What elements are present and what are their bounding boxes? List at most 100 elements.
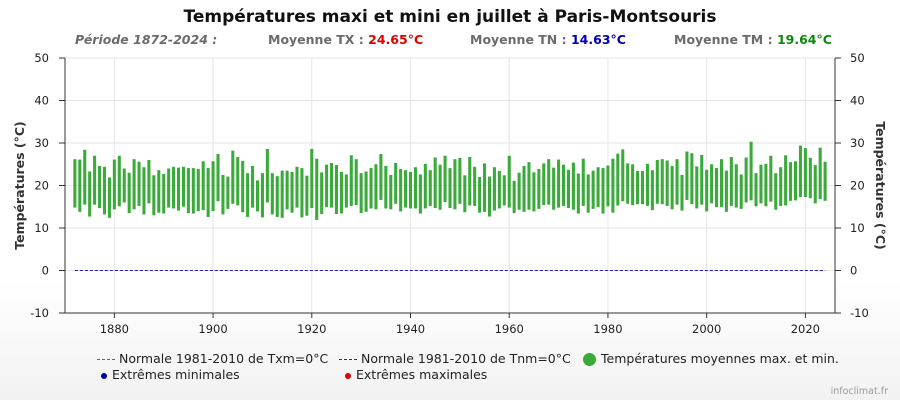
range-bar [655,160,659,204]
red-dot-icon [345,372,351,379]
range-bar [769,155,773,202]
range-bar [487,176,492,217]
range-bar [749,141,753,201]
range-bar [719,159,724,208]
range-bar [650,170,654,211]
x-tick-label: 1920 [297,322,326,336]
range-bar [537,168,541,209]
range-bar [330,162,334,208]
range-bar [512,180,516,214]
range-bar [152,175,156,216]
range-bar [473,166,477,206]
legend-extreme-max-label: Extrêmes maximales [356,367,488,382]
range-bar [596,167,600,208]
range-bar [206,168,210,217]
range-bar [107,177,111,218]
range-bar [334,165,339,214]
range-bar [265,148,269,203]
mean-tx-value: 24.65°C [368,32,424,47]
range-bar [191,168,195,214]
range-bar [221,174,225,215]
range-bar [83,149,87,205]
y-tick-label-right: 30 [850,136,865,150]
range-bar [394,162,398,204]
range-bar [808,157,812,199]
range-bar [478,177,482,213]
range-bar [325,164,329,208]
range-bar [127,172,131,214]
range-bar [344,174,348,208]
range-bar [112,159,116,210]
range-bar [492,167,496,211]
range-bar [364,171,368,212]
y-tick-label-left: 50 [34,51,49,65]
range-bar [557,159,561,208]
range-bar [201,161,205,211]
mean-tm-label: Moyenne TM : [674,32,777,47]
x-tick-label: 1880 [100,322,129,336]
range-bar [448,168,452,209]
y-tick-label-right: 0 [850,264,857,278]
green-dot-icon [583,353,596,366]
range-bar [458,157,462,204]
y-tick-label-left: 40 [34,94,49,108]
y-tick-label-left: 0 [42,264,49,278]
range-bar [453,159,457,210]
range-bar [211,161,215,211]
range-bar [645,163,649,206]
range-bar [320,172,324,214]
range-bar [621,149,625,202]
y-tick-label-left: 30 [34,136,49,150]
range-bar [744,157,748,203]
range-bar [636,171,640,205]
range-bar [789,162,793,201]
range-bar [616,153,620,206]
range-bar [176,167,181,211]
range-bar [162,174,166,214]
range-bar [734,164,738,208]
range-bar [793,161,798,201]
range-bar [251,165,255,208]
range-bar [408,171,413,209]
mean-tm-value: 19.64°C [776,32,832,47]
range-bar [527,162,531,210]
y-tick-label-right: -10 [850,306,869,320]
range-bar [601,168,605,214]
range-bar [172,166,176,209]
range-bar [517,172,521,210]
range-bar [102,166,107,215]
range-bar [428,170,432,206]
range-bar [813,165,817,204]
range-bar [631,164,635,206]
range-bar [349,155,353,206]
range-bar [290,171,294,213]
range-bar [552,167,556,210]
range-bar [606,165,610,207]
range-bar [497,171,501,209]
legend-normal-txm-label: Normale 1981-2010 de Txm=0°C [119,351,329,366]
range-bar [547,159,551,205]
range-bar [98,165,102,209]
range-bar [695,166,699,209]
range-bar [566,169,570,209]
range-bar [759,164,763,204]
range-bar [690,153,694,205]
range-bar [389,174,393,210]
range-bar [226,176,230,209]
x-tick-label: 1980 [593,322,622,336]
range-bar [764,163,768,207]
mean-tn-label: Moyenne TN : [470,32,571,47]
range-bar [275,176,279,217]
range-bar [823,161,827,201]
range-bar [685,151,689,200]
range-bar [236,157,240,206]
range-bar [142,167,146,215]
legend-mean-range-label: Températures moyennes max. et min. [601,351,839,366]
range-bar [270,173,274,215]
y-tick-label-right: 10 [850,221,865,235]
period-label: Période 1872-2024 : [75,32,218,47]
range-bar [315,158,319,220]
dashed-line-red-icon [97,359,115,360]
chart-title: Températures maxi et mini en juillet à P… [183,7,717,27]
